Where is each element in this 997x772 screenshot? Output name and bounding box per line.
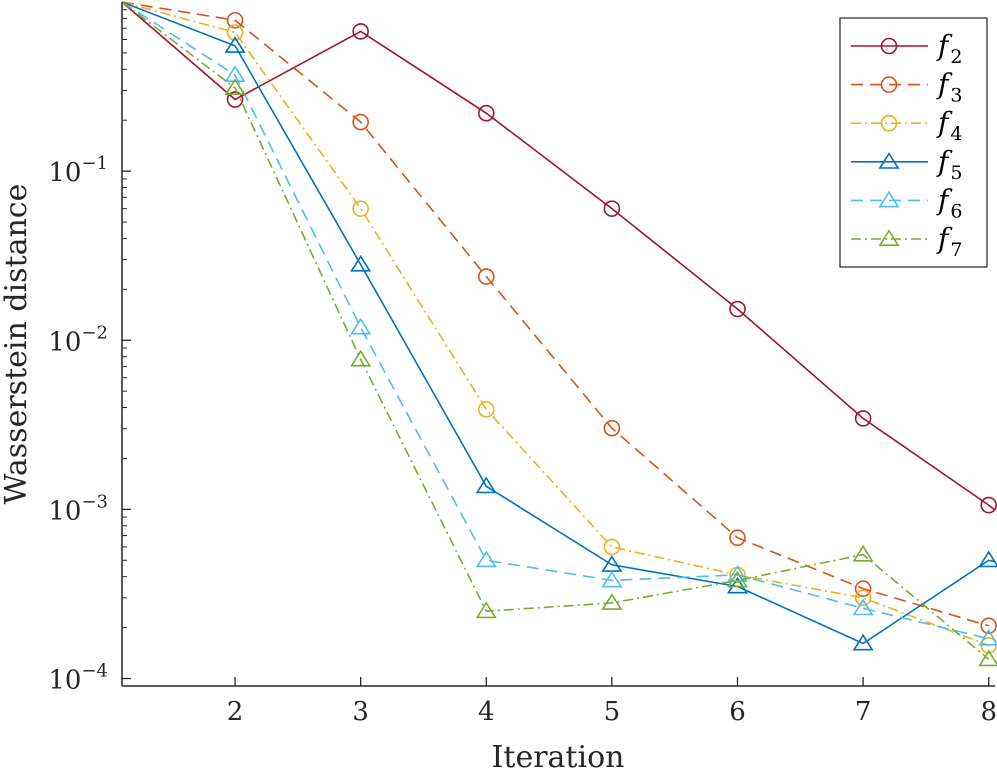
data-point-circle (854, 589, 872, 607)
y-tick-label: 10−3 (48, 491, 108, 526)
data-point-circle (980, 496, 997, 514)
series-line (121, 1, 996, 511)
data-point-circle (854, 580, 872, 597)
data-point-triangle (601, 593, 623, 610)
data-point-triangle (350, 349, 372, 367)
y-tick-label: 10−1 (48, 153, 108, 188)
data-point-triangle (878, 229, 900, 246)
axes-layer (121, 2, 995, 687)
data-point-triangle (224, 78, 246, 96)
x-axis-title: Iteration (492, 740, 625, 772)
y-tick-label: 10−2 (48, 322, 108, 357)
legend-box (839, 17, 988, 268)
data-point-triangle (852, 633, 874, 651)
series-f2 (121, 1, 997, 514)
data-point-triangle (475, 476, 497, 494)
data-point-circle (477, 268, 495, 285)
x-tick-label: 6 (729, 697, 746, 727)
data-point-circle (226, 11, 244, 29)
data-point-triangle (726, 570, 749, 588)
x-tick-label: 2 (227, 697, 244, 727)
series-f3 (121, 1, 997, 635)
data-point-circle (352, 200, 369, 217)
x-tick-label: 5 (604, 697, 621, 727)
ticks-layer: 2 3 4 5 6 7 8 10−4 10−3 10−2 10−1 (48, 9, 997, 727)
data-point-triangle (878, 152, 900, 169)
data-point-triangle (601, 570, 623, 588)
data-point-triangle (878, 190, 900, 208)
data-point-triangle (475, 550, 497, 568)
y-axis-title: Wasserstein distance (0, 184, 34, 505)
data-point-triangle (978, 628, 997, 646)
legend: f 2f 3f 4f 5f 6f 7 (839, 17, 988, 268)
data-point-circle (477, 401, 495, 418)
data-point-circle (352, 113, 369, 131)
x-tick-label: 3 (352, 697, 369, 727)
data-point-circle (603, 538, 621, 556)
data-point-circle (980, 617, 997, 635)
data-point-circle (226, 24, 244, 41)
data-point-circle (226, 91, 244, 108)
data-point-circle (854, 410, 872, 427)
x-tick-label: 8 (980, 697, 997, 727)
data-point-triangle (350, 254, 372, 272)
series-layer (121, 1, 997, 667)
data-point-circle (880, 114, 898, 132)
y-tick-label: 10−4 (48, 661, 108, 696)
data-point-triangle (852, 598, 874, 616)
data-point-triangle (978, 649, 997, 667)
series-line (121, 1, 989, 627)
series-line (121, 1, 996, 645)
data-point-triangle (978, 550, 997, 568)
legend-entries: f 2f 3f 4f 5f 6f 7 (851, 29, 962, 261)
data-point-triangle (224, 36, 246, 53)
data-point-circle (729, 300, 746, 318)
x-tick-label: 4 (478, 697, 495, 727)
data-point-circle (880, 76, 898, 93)
data-point-triangle (852, 544, 874, 562)
series-line (121, 1, 989, 640)
data-point-triangle (475, 601, 497, 619)
data-point-circle (352, 23, 369, 40)
series-f7 (121, 1, 997, 667)
data-point-circle (477, 104, 495, 122)
data-point-circle (880, 37, 898, 55)
series-line (121, 1, 989, 647)
series-line (121, 1, 990, 660)
data-point-circle (729, 529, 746, 547)
data-point-triangle (726, 576, 749, 594)
data-point-circle (603, 419, 621, 437)
data-point-triangle (350, 317, 372, 335)
data-point-circle (603, 200, 621, 217)
x-tick-label: 7 (855, 697, 872, 727)
